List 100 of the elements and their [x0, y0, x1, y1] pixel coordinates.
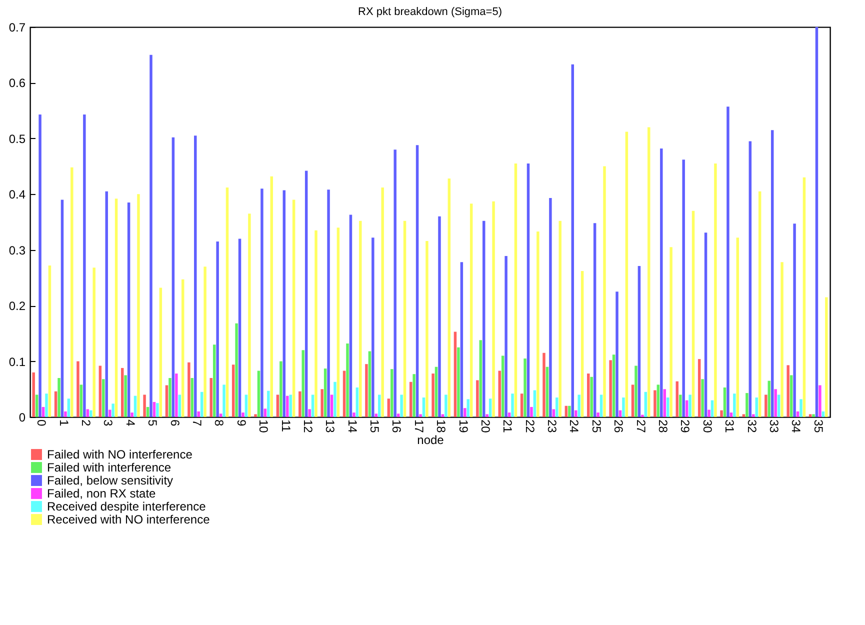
bar: [381, 187, 384, 417]
bar: [188, 362, 190, 417]
bar: [549, 198, 552, 417]
bar: [530, 406, 533, 417]
bar: [83, 114, 86, 417]
legend-label: Failed with NO interference: [47, 448, 193, 462]
bar: [770, 130, 774, 417]
bar: [556, 398, 558, 417]
bar: [178, 394, 182, 417]
bar: [267, 390, 270, 417]
bar: [568, 406, 571, 417]
bar: [114, 198, 118, 417]
bar: [86, 409, 90, 417]
bar: [219, 414, 222, 417]
bar: [400, 394, 403, 417]
bar: [448, 178, 451, 417]
bar: [124, 375, 127, 417]
bar: [60, 200, 64, 417]
x-tick-label: 31: [722, 420, 737, 434]
bar: [666, 398, 670, 417]
bar: [441, 414, 444, 417]
bar: [644, 392, 648, 417]
bar: [32, 372, 35, 417]
bar: [533, 390, 536, 417]
bar: [625, 132, 628, 417]
bar: [346, 343, 349, 417]
bar: [175, 374, 178, 417]
bar: [222, 384, 226, 417]
bar: [308, 409, 311, 417]
bar: [302, 350, 304, 417]
bar: [710, 400, 714, 417]
bar: [685, 400, 688, 417]
bar: [488, 398, 492, 417]
bar: [514, 164, 518, 417]
bar: [631, 384, 634, 417]
bar: [793, 224, 796, 417]
bar: [352, 412, 356, 417]
bar: [730, 412, 733, 417]
bar: [422, 398, 426, 417]
bar: [390, 369, 394, 417]
bar: [168, 378, 172, 417]
bar: [67, 398, 70, 417]
bar: [571, 64, 574, 417]
bar: [603, 166, 606, 417]
bar: [112, 404, 114, 417]
x-tick-label: 28: [656, 420, 670, 434]
x-tick-label: 32: [744, 420, 759, 434]
bar: [102, 379, 105, 417]
bar: [146, 406, 150, 417]
bar: [298, 391, 302, 417]
bar: [320, 389, 324, 417]
bar: [704, 232, 708, 417]
x-tick-label: 20: [478, 420, 492, 434]
x-tick-label: 27: [634, 420, 648, 434]
bar: [235, 323, 238, 417]
bar: [210, 378, 212, 417]
x-tick-label: 35: [811, 420, 826, 434]
bar: [780, 262, 784, 417]
bar: [238, 238, 242, 417]
y-tick-label: 0.4: [8, 188, 26, 202]
bar: [330, 394, 334, 417]
bar: [419, 414, 422, 417]
bar: [609, 360, 612, 417]
bar: [476, 380, 479, 417]
bar: [134, 396, 137, 417]
bar: [378, 394, 381, 417]
x-tick-label: 24: [567, 420, 582, 434]
bar: [156, 403, 159, 417]
bar: [720, 410, 723, 417]
x-tick-label: 21: [500, 420, 515, 434]
bar: [742, 414, 746, 417]
bar: [526, 164, 530, 417]
bar: [137, 194, 140, 417]
x-tick-label: 22: [522, 420, 537, 434]
bar: [504, 256, 508, 417]
bar: [524, 358, 526, 417]
x-tick-label: 0: [34, 420, 49, 426]
bar: [457, 347, 460, 417]
bar: [270, 176, 273, 417]
bar: [120, 368, 124, 417]
bar: [790, 375, 793, 417]
bar: [802, 177, 806, 417]
bar: [777, 394, 780, 417]
bar: [464, 408, 466, 417]
bar: [812, 414, 815, 417]
bar: [460, 262, 464, 417]
x-tick-label: 9: [234, 420, 248, 426]
bar: [48, 265, 52, 417]
bar: [58, 378, 60, 417]
bar: [714, 164, 717, 417]
bar: [454, 332, 457, 417]
bar: [660, 148, 663, 417]
bar: [492, 201, 495, 417]
bar: [165, 385, 168, 417]
x-axis-title: node: [417, 432, 444, 447]
bar: [796, 411, 800, 417]
bar: [600, 394, 603, 417]
bar: [800, 399, 802, 417]
bar: [70, 167, 74, 417]
bar: [150, 54, 152, 417]
